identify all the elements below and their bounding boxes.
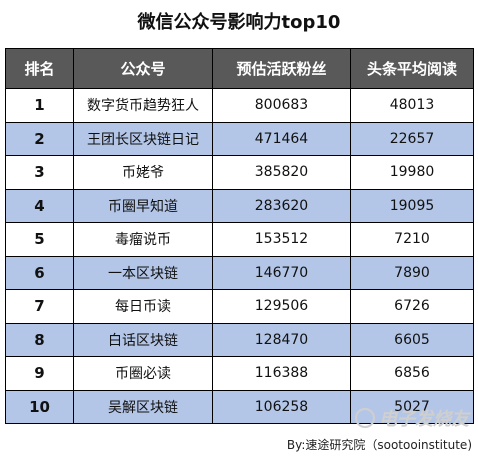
fans-cell: 129506 bbox=[212, 289, 351, 324]
rank-cell: 1 bbox=[5, 88, 74, 123]
fans-cell: 146770 bbox=[212, 255, 351, 290]
rank-cell: 3 bbox=[5, 155, 74, 190]
table-row: 3 币姥爷 385820 19980 bbox=[5, 155, 474, 190]
rank-cell: 6 bbox=[5, 255, 74, 290]
account-cell: 白话区块链 bbox=[73, 322, 213, 357]
account-cell: 数字货币趋势狂人 bbox=[73, 88, 213, 123]
reads-cell: 6726 bbox=[350, 289, 474, 324]
fans-cell: 471464 bbox=[212, 121, 351, 156]
account-cell: 每日币读 bbox=[73, 289, 213, 324]
account-cell: 一本区块链 bbox=[73, 255, 213, 290]
reads-cell: 19095 bbox=[350, 188, 474, 223]
account-cell: 币姥爷 bbox=[73, 155, 213, 190]
column-header-reads: 头条平均阅读 bbox=[350, 48, 474, 89]
rank-cell: 10 bbox=[5, 389, 74, 424]
source-credit: By:速途研究院（sootooinstitute) bbox=[286, 438, 472, 452]
reads-cell: 48013 bbox=[350, 88, 474, 123]
table-row: 1 数字货币趋势狂人 800683 48013 bbox=[5, 88, 474, 123]
column-header-fans: 预估活跃粉丝 bbox=[212, 48, 351, 89]
fans-cell: 128470 bbox=[212, 322, 351, 357]
account-cell: 毒瘤说币 bbox=[73, 222, 213, 257]
ranking-table: 排名 公众号 预估活跃粉丝 头条平均阅读 1 数字货币趋势狂人 800683 4… bbox=[5, 48, 474, 424]
rank-cell: 2 bbox=[5, 121, 74, 156]
column-header-rank: 排名 bbox=[5, 48, 74, 89]
column-header-account: 公众号 bbox=[73, 48, 213, 89]
fans-cell: 153512 bbox=[212, 222, 351, 257]
reads-cell: 6605 bbox=[350, 322, 474, 357]
reads-cell: 6856 bbox=[350, 356, 474, 391]
table-row: 10 吴解区块链 106258 5027 bbox=[5, 389, 474, 424]
watermark: 电子发烧友 bbox=[355, 400, 475, 436]
rank-cell: 5 bbox=[5, 222, 74, 257]
account-cell: 吴解区块链 bbox=[73, 389, 213, 424]
rank-cell: 9 bbox=[5, 356, 74, 391]
fans-cell: 385820 bbox=[212, 155, 351, 190]
rank-cell: 8 bbox=[5, 322, 74, 357]
fans-cell: 106258 bbox=[212, 389, 351, 424]
table-title: 微信公众号影响力top10 bbox=[137, 12, 341, 33]
header-row: 排名 公众号 预估活跃粉丝 头条平均阅读 bbox=[5, 48, 474, 89]
table-row: 6 一本区块链 146770 7890 bbox=[5, 255, 474, 290]
watermark-logo-icon bbox=[355, 408, 375, 428]
fans-cell: 800683 bbox=[212, 88, 351, 123]
table-row: 7 每日币读 129506 6726 bbox=[5, 289, 474, 324]
reads-cell: 7890 bbox=[350, 255, 474, 290]
table-row: 9 币圈必读 116388 6856 bbox=[5, 356, 474, 391]
rank-cell: 4 bbox=[5, 188, 74, 223]
watermark-text: 电子发烧友 bbox=[379, 409, 469, 430]
reads-cell: 19980 bbox=[350, 155, 474, 190]
fans-cell: 283620 bbox=[212, 188, 351, 223]
table-row: 8 白话区块链 128470 6605 bbox=[5, 322, 474, 357]
account-cell: 币圈必读 bbox=[73, 356, 213, 391]
table-row: 2 王团长区块链日记 471464 22657 bbox=[5, 121, 474, 156]
account-cell: 币圈早知道 bbox=[73, 188, 213, 223]
table-row: 4 币圈早知道 283620 19095 bbox=[5, 188, 474, 223]
table-row: 5 毒瘤说币 153512 7210 bbox=[5, 222, 474, 257]
reads-cell: 7210 bbox=[350, 222, 474, 257]
account-cell: 王团长区块链日记 bbox=[73, 121, 213, 156]
reads-cell: 22657 bbox=[350, 121, 474, 156]
fans-cell: 116388 bbox=[212, 356, 351, 391]
rank-cell: 7 bbox=[5, 289, 74, 324]
